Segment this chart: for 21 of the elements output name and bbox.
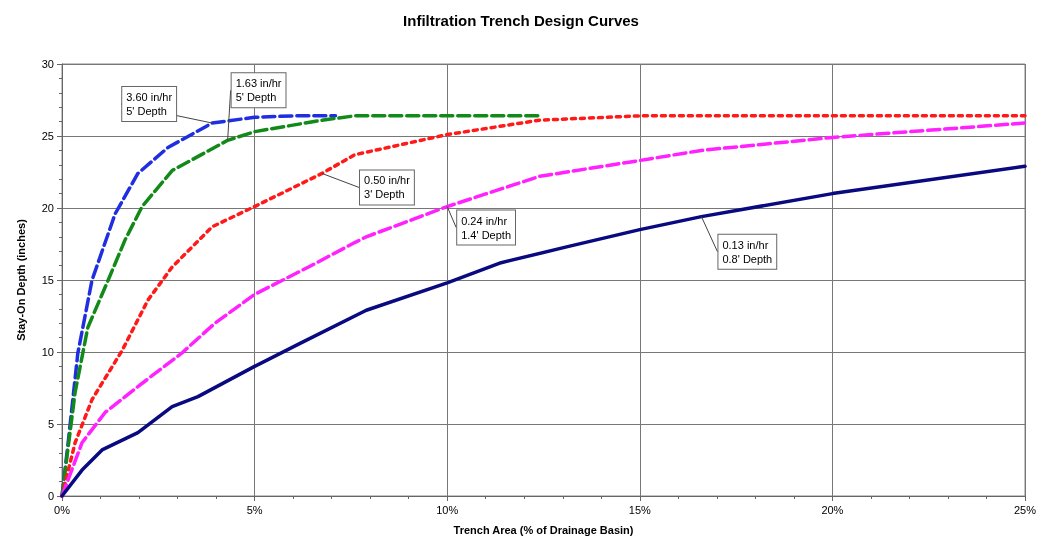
x-tick-label: 25%	[1013, 503, 1037, 516]
y-tick-label: 30	[41, 58, 54, 70]
x-tick-label: 10%	[436, 503, 459, 516]
y-axis-title: Stay-On Depth (inches)	[14, 218, 27, 341]
text: 1.63 in/hr 5' Depth	[235, 77, 282, 104]
y-tick-label: 10	[41, 346, 54, 358]
x-axis-title: Trench Area (% of Drainage Basin)	[453, 523, 634, 536]
series-label: 0.24 in/hr 1.4' Depth	[461, 214, 512, 241]
y-tick-label: 25	[41, 130, 54, 142]
series-label: 0.50 in/hr 3' Depth	[364, 174, 411, 201]
x-tick-label: 15%	[628, 503, 652, 516]
x-tick-label: 0%	[54, 503, 71, 516]
y-tick-label: 0	[47, 490, 54, 502]
x-tick-label: 20%	[821, 503, 844, 516]
text: 0.13 in/hr 0.8' Depth	[722, 238, 773, 265]
text: 3.60 in/hr 5' Depth	[126, 91, 173, 118]
x-tick-label: 5%	[246, 503, 263, 516]
y-tick-label: 5	[47, 418, 54, 430]
chart-title: Infiltration Trench Design Curves	[403, 12, 639, 29]
y-tick-label: 20	[41, 202, 54, 214]
y-tick-label: 15	[41, 274, 54, 286]
